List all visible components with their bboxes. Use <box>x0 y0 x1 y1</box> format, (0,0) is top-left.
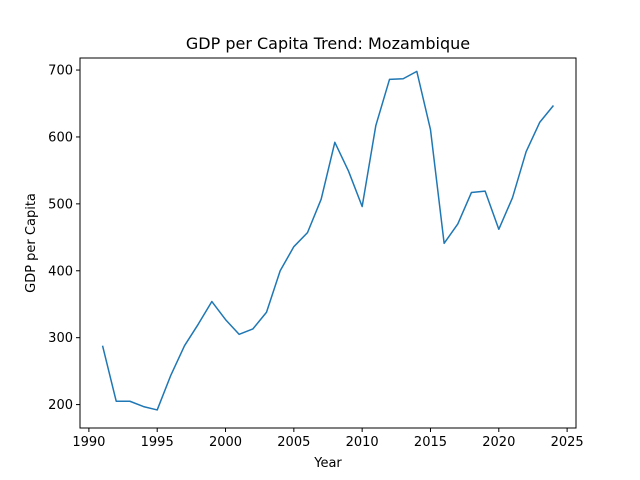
x-tick-label: 2000 <box>209 435 242 450</box>
x-axis: 1990 1995 2000 2005 2010 2015 2020 2025 <box>72 428 584 450</box>
x-tick-label: 2020 <box>482 435 515 450</box>
axes-frame <box>79 57 577 429</box>
y-tick-label: 300 <box>48 331 73 346</box>
y-tick-label: 700 <box>48 64 73 79</box>
y-tick-label: 600 <box>48 130 73 145</box>
x-tick-label: 1990 <box>72 435 105 450</box>
x-tick-label: 2025 <box>551 435 584 450</box>
plot-area <box>101 70 555 411</box>
x-tick-label: 1995 <box>141 435 174 450</box>
y-axis: 200 300 400 500 600 700 <box>48 64 80 413</box>
y-tick-label: 200 <box>48 398 73 413</box>
y-tick-label: 400 <box>48 264 73 279</box>
x-tick-label: 2005 <box>277 435 310 450</box>
x-tick-label: 2015 <box>414 435 447 450</box>
chart-title: GDP per Capita Trend: Mozambique <box>186 34 470 53</box>
x-tick-label: 2010 <box>346 435 379 450</box>
y-tick-label: 500 <box>48 197 73 212</box>
y-axis-label: GDP per Capita <box>24 193 39 293</box>
x-axis-label: Year <box>313 456 342 471</box>
series-line <box>101 70 555 411</box>
